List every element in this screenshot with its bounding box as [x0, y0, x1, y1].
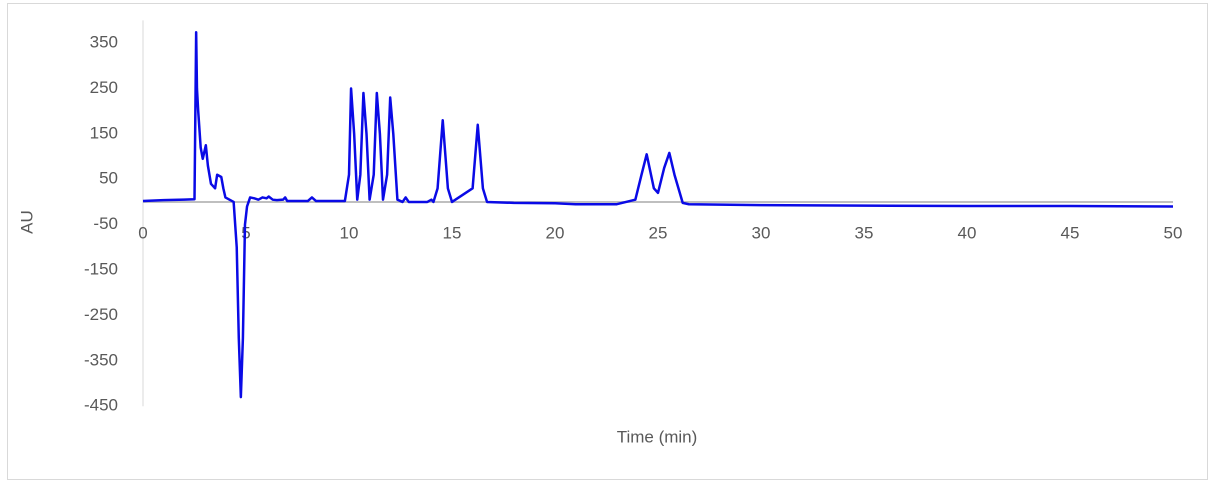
y-tick-label: 50	[99, 169, 118, 188]
x-tick-label: 15	[443, 223, 462, 242]
x-tick-label: 20	[546, 223, 565, 242]
data-line	[142, 30, 1174, 399]
x-tick-label: 50	[1164, 223, 1183, 242]
y-tick-label: -250	[84, 305, 118, 324]
x-tick-label: 45	[1061, 223, 1080, 242]
y-axis-title: AU	[17, 210, 36, 234]
x-tick-label: 35	[855, 223, 874, 242]
y-tick-label: -450	[84, 396, 118, 415]
x-tick-label: 0	[138, 223, 147, 242]
x-axis-title: Time (min)	[617, 427, 698, 446]
x-tick-label: 40	[958, 223, 977, 242]
y-tick-label: 250	[90, 78, 118, 97]
y-tick-label: 150	[90, 123, 118, 142]
x-tick-label: 10	[340, 223, 359, 242]
y-tick-label: -50	[93, 214, 118, 233]
y-tick-label: -150	[84, 260, 118, 279]
x-tick-label: 30	[752, 223, 771, 242]
y-tick-label: 350	[90, 33, 118, 52]
chart-border	[7, 3, 1208, 480]
x-tick-label: 25	[649, 223, 668, 242]
y-tick-label: -350	[84, 350, 118, 369]
